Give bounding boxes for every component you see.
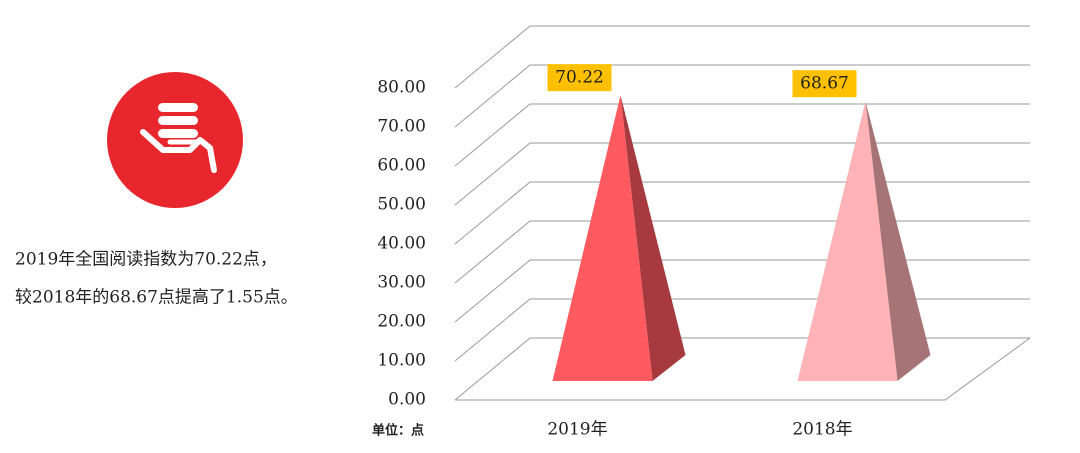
grid-line	[454, 142, 1030, 206]
grid-line	[454, 64, 1030, 128]
grid-line	[454, 259, 1030, 323]
bar	[797, 101, 898, 381]
bar-side	[620, 95, 686, 381]
y-tick-label: 60.00	[377, 156, 426, 176]
y-tick-label: 50.00	[377, 195, 426, 215]
annotation: 较2018年的68.67点提高了1.55点。	[15, 288, 298, 308]
y-tick-label: 40.00	[377, 234, 426, 254]
x-tick-label: 2019年	[547, 420, 607, 440]
floor	[455, 337, 1031, 401]
value-label: 68.67	[800, 74, 849, 94]
annotation: 2019年全国阅读指数为70.22点，	[15, 250, 277, 270]
y-tick-label: 10.00	[377, 351, 426, 371]
grid-line	[454, 337, 1030, 401]
y-tick-label: 0.00	[388, 390, 426, 410]
grid-line	[454, 220, 1030, 284]
value-label: 70.22	[555, 68, 604, 88]
grid-line	[454, 25, 1030, 89]
y-tick-label: 70.00	[377, 117, 426, 137]
y-tick-label: 20.00	[377, 312, 426, 332]
x-tick-label: 2018年	[792, 420, 852, 440]
value-label-box	[792, 70, 857, 98]
grid-line	[454, 103, 1030, 167]
icon	[107, 72, 243, 208]
bar-side	[865, 101, 931, 381]
grid-line	[454, 181, 1030, 245]
unit-label: 单位：点	[372, 423, 424, 439]
bar	[552, 95, 653, 381]
y-tick-label: 80.00	[377, 78, 426, 98]
grid-line	[454, 298, 1030, 362]
value-label-box	[547, 64, 612, 92]
y-tick-label: 30.00	[377, 273, 426, 293]
